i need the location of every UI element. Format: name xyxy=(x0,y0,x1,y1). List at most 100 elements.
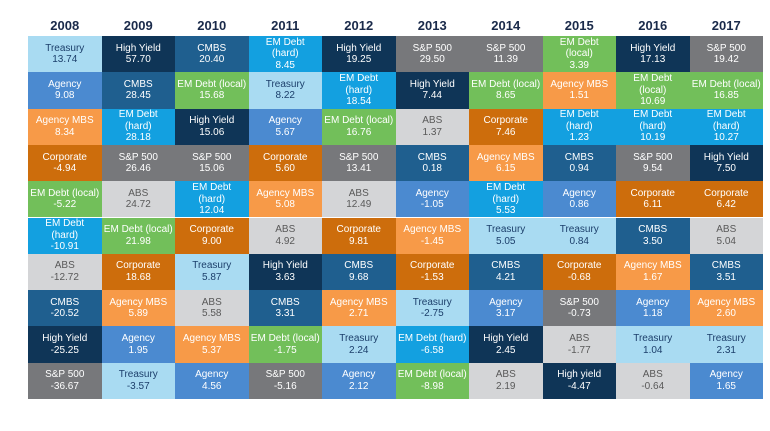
return-value: 13.41 xyxy=(346,163,372,175)
asset-class-label: EM Debt xyxy=(265,36,305,48)
return-value: 8.65 xyxy=(496,90,516,102)
asset-class-label: Agency MBS xyxy=(109,296,168,308)
return-cell: EM Debt (local) 10.69 xyxy=(616,72,690,109)
return-value: 12.04 xyxy=(199,205,225,217)
return-value: 9.54 xyxy=(643,163,663,175)
return-cell: S&P 500 19.42 xyxy=(689,36,763,73)
asset-class-label: (hard) xyxy=(639,120,667,132)
return-value: 1.67 xyxy=(643,271,663,283)
return-cell: Corporate 9.81 xyxy=(322,217,396,254)
asset-class-label: Corporate xyxy=(483,115,528,127)
return-cell: Agency 5.67 xyxy=(248,108,322,145)
return-cell: CMBS 3.51 xyxy=(689,253,763,291)
asset-class-label: Treasury xyxy=(192,260,232,272)
asset-class-label: Agency xyxy=(121,333,155,345)
return-cell: Agency MBS 1.51 xyxy=(542,72,616,109)
asset-class-label: S&P 500 xyxy=(486,42,526,54)
return-cell: S&P 500 26.46 xyxy=(101,144,175,182)
asset-class-label: S&P 500 xyxy=(706,42,746,54)
return-value: -5.16 xyxy=(273,380,297,392)
asset-class-label: Agency xyxy=(489,296,523,308)
return-cell: EM Debt (local) 21.98 xyxy=(101,217,175,254)
return-value: -1.45 xyxy=(420,235,444,247)
return-value: -8.98 xyxy=(420,380,444,392)
return-value: 10.27 xyxy=(713,132,739,144)
return-value: 2.71 xyxy=(349,308,369,320)
return-value: 2.31 xyxy=(716,344,736,356)
return-value: 28.45 xyxy=(125,90,151,102)
asset-class-label: High Yield xyxy=(409,78,455,90)
return-value: -0.64 xyxy=(641,380,665,392)
return-cell: Corporate 6.11 xyxy=(616,181,690,218)
return-value: -1.53 xyxy=(420,271,444,283)
return-value: 7.46 xyxy=(496,126,516,138)
return-value: 5.89 xyxy=(128,308,148,320)
asset-class-label: S&P 500 xyxy=(633,151,673,163)
return-cell: ABS 2.19 xyxy=(469,362,543,399)
return-value: 1.18 xyxy=(643,308,663,320)
return-cell: Agency 3.17 xyxy=(469,290,543,327)
return-cell: CMBS 3.50 xyxy=(616,217,690,254)
asset-class-label: EM Debt xyxy=(706,109,746,121)
asset-class-label: (hard) xyxy=(198,193,226,205)
asset-class-label: S&P 500 xyxy=(339,151,379,163)
return-cell: ABS -1.77 xyxy=(542,326,616,363)
return-value: 3.51 xyxy=(716,271,736,283)
return-cell: ABS 1.37 xyxy=(395,108,469,145)
return-cell: S&P 500 29.50 xyxy=(395,36,469,73)
year-header: 2011 xyxy=(271,18,300,33)
return-cell: EM Debt (hard) 28.18 xyxy=(101,108,175,145)
return-value: 1.65 xyxy=(716,380,736,392)
return-cell: CMBS 4.21 xyxy=(469,253,543,291)
asset-class-label: ABS xyxy=(348,187,369,199)
return-cell: High Yield 57.70 xyxy=(101,36,175,73)
return-cell: ABS 5.58 xyxy=(175,290,249,327)
asset-class-label: Agency xyxy=(709,369,743,381)
return-value: 20.40 xyxy=(199,54,225,66)
return-value: 1.04 xyxy=(643,344,663,356)
return-cell: ABS 5.04 xyxy=(689,217,763,254)
return-cell: Agency MBS 2.71 xyxy=(322,290,396,327)
return-cell: Treasury 2.31 xyxy=(689,326,763,363)
asset-class-label: EM Debt xyxy=(633,109,673,121)
return-cell: Corporate -1.53 xyxy=(395,253,469,291)
asset-class-label: Corporate xyxy=(263,151,308,163)
asset-class-label: CMBS xyxy=(344,260,374,272)
return-value: -4.47 xyxy=(567,380,591,392)
asset-class-label: EM Debt (local) xyxy=(324,115,394,127)
asset-class-label: EM Debt xyxy=(633,73,673,85)
asset-class-label: (hard) xyxy=(124,120,152,132)
return-value: 3.50 xyxy=(643,235,663,247)
return-cell: CMBS 0.94 xyxy=(542,144,616,182)
return-value: 15.06 xyxy=(199,163,225,175)
return-cell: EM Debt (local) -8.98 xyxy=(395,362,469,399)
return-cell: S&P 500 -5.16 xyxy=(248,362,322,399)
return-value: 29.50 xyxy=(419,54,445,66)
return-value: 7.44 xyxy=(422,90,442,102)
return-value: -4.94 xyxy=(53,163,77,175)
return-value: 26.46 xyxy=(125,163,151,175)
return-cell: EM Debt (local) 8.65 xyxy=(469,72,543,109)
asset-class-label: S&P 500 xyxy=(559,296,599,308)
return-value: -10.91 xyxy=(50,241,79,253)
return-value: 9.81 xyxy=(349,235,369,247)
return-value: 2.19 xyxy=(496,380,516,392)
asset-class-label: S&P 500 xyxy=(412,42,452,54)
asset-class-label: Treasury xyxy=(118,369,158,381)
asset-class-label: CMBS xyxy=(270,296,300,308)
return-cell: Agency MBS 8.34 xyxy=(28,108,102,145)
asset-class-label: EM Debt xyxy=(192,182,232,194)
asset-class-label: EM Debt (local) xyxy=(103,224,173,236)
asset-class-label: Agency MBS xyxy=(476,151,535,163)
return-value: 11.39 xyxy=(493,54,518,66)
return-value: 4.92 xyxy=(275,235,295,247)
return-cell: CMBS -20.52 xyxy=(28,290,102,327)
return-value: 7.50 xyxy=(716,163,736,175)
return-value: 2.60 xyxy=(716,308,736,320)
return-value: 5.04 xyxy=(716,235,736,247)
asset-class-label: CMBS xyxy=(417,151,447,163)
year-header: 2009 xyxy=(123,18,153,33)
return-value: 18.54 xyxy=(346,96,372,108)
asset-class-label: ABS xyxy=(275,224,296,236)
return-value: 15.68 xyxy=(199,90,225,102)
